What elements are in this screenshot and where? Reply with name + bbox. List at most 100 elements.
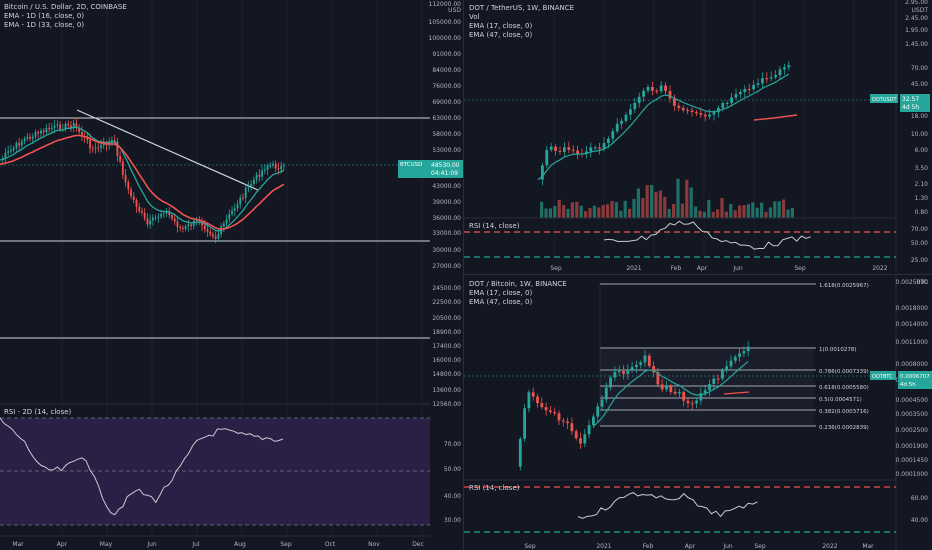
dotusdt-volume-bar	[553, 205, 557, 218]
btc-candle	[70, 125, 72, 129]
dotusdt-volume-bar	[755, 207, 759, 218]
dotusdt-volume-bar	[588, 208, 592, 218]
dotbtc-candle	[566, 421, 569, 424]
dotbtc-chart-pane[interactable]: BTC 0.0025000 0.0018000 0.0014000 0.0011000 0…	[464, 274, 932, 550]
btc-candle	[198, 219, 201, 223]
btc-candle	[212, 234, 214, 237]
dotusdt-volume-bar	[610, 200, 614, 218]
dotbtc-candle	[708, 384, 711, 391]
dotusdt-candle	[633, 102, 637, 110]
dotusdt-candle	[558, 150, 562, 152]
dotbtc-x-label: 2021	[596, 543, 611, 550]
dotbtc-x-label: Apr	[685, 543, 696, 550]
dotusdt-candle	[589, 147, 593, 152]
btc-tag-price: 48530.00	[431, 162, 460, 169]
btc-price-label: 100000.00	[429, 35, 461, 42]
btc-candle	[184, 226, 187, 229]
btc-price-label: USD	[448, 7, 461, 14]
dotbtc-candle	[617, 371, 621, 373]
btc-candle	[67, 123, 70, 126]
btc-price-label: 91000.00	[432, 51, 461, 58]
btc-candle	[209, 231, 212, 235]
dotbtc-rsi-label: 60.00	[911, 495, 928, 502]
btc-candle	[12, 148, 15, 151]
btc-candle	[255, 174, 258, 180]
dotusdt-volume-bar	[751, 202, 755, 218]
btc-chart-pane[interactable]: BTCUSD Mar Apr May Jun Jul Aug Sep Oct Nov Dec Bit…	[0, 0, 430, 550]
dotusdt-price-label: 70.00	[911, 65, 928, 72]
dotbtc-candle	[682, 392, 686, 401]
dotusdt-x-label: 2022	[872, 265, 887, 272]
dotusdt-candle	[611, 131, 615, 139]
dotusdt-volume-bar	[575, 201, 579, 218]
dotusdt-volume-bar	[584, 211, 588, 218]
btc-legend-ema33: EMA - 1D (33, close, 0)	[4, 21, 85, 29]
pane-divider[interactable]	[463, 0, 464, 550]
btc-candle	[121, 161, 124, 175]
btc-candle	[130, 189, 132, 197]
btc-candle	[48, 127, 51, 130]
btc-price-label: 36000.00	[432, 215, 461, 222]
btc-candle	[236, 204, 239, 209]
dotusdt-candle	[598, 147, 601, 149]
dotusdt-volume-bar	[606, 204, 610, 218]
btc-candle	[274, 163, 277, 169]
btc-candle	[119, 156, 122, 162]
btc-tag-time: 04:41:09	[431, 170, 458, 177]
dotusdt-price-label: 45.00	[911, 81, 928, 88]
dotusdt-candle	[725, 103, 729, 105]
btc-price-label: 53000.00	[432, 147, 461, 154]
dotusdt-volume-bar	[654, 191, 658, 218]
dotusdt-candle	[756, 83, 760, 85]
btc-price-label: 76000.00	[432, 83, 461, 90]
btc-candle	[190, 224, 192, 226]
dotbtc-candle	[609, 377, 612, 388]
dotbtc-candle	[579, 438, 582, 444]
dotbtc-candle	[630, 367, 634, 370]
btc-x-label: Apr	[57, 541, 68, 548]
dotusdt-candle	[739, 92, 742, 95]
dotbtc-legend: DOT / Bitcoin, 1W, BINANCE EMA (17, clos…	[469, 280, 567, 307]
dotusdt-chart-pane[interactable]: USDT 2.95.00 2.45.00 1.95.00 1.45.00 70.00 45.…	[464, 0, 932, 272]
dotusdt-candle	[554, 146, 557, 151]
dotbtc-candle	[613, 371, 617, 378]
dotusdt-volume-bar	[764, 211, 768, 218]
btc-rsi-label: 30.00	[444, 517, 461, 524]
dotbtc-price-label: 0.0001000	[896, 471, 929, 478]
dotusdt-candle	[730, 97, 733, 104]
dotusdt-price-label: 1.95.00	[905, 27, 928, 34]
btc-trendline[interactable]	[76, 109, 259, 191]
btc-candle	[111, 139, 113, 142]
dotbtc-candle	[652, 365, 655, 373]
dotusdt-volume-bar	[746, 204, 750, 218]
dotbtc-candle	[647, 355, 651, 366]
btc-chart-canvas[interactable]: BTCUSD Mar Apr May Jun Jul Aug Sep Oct Nov Dec	[0, 0, 430, 550]
dotbtc-fib-label: 0.5(0.0004571)	[819, 397, 862, 403]
btc-candle	[132, 196, 135, 200]
dotusdt-legend: DOT / TetherUS, 1W, BINANCE Vol EMA (17,…	[469, 4, 574, 40]
btc-candle	[165, 211, 168, 214]
btc-candle	[56, 124, 59, 126]
dotusdt-volume-bar	[724, 211, 728, 218]
dotusdt-x-label: Apr	[697, 265, 708, 272]
dotusdt-volume-bar	[777, 201, 781, 218]
dotusdt-candle	[615, 123, 619, 132]
dotusdt-candle	[563, 147, 566, 152]
dotusdt-candle	[624, 114, 628, 121]
btc-candle	[59, 124, 61, 130]
dotbtc-candle	[549, 410, 552, 412]
dotbtc-x-label: Mar	[862, 543, 874, 550]
dotusdt-price-label: 3.50	[915, 165, 929, 172]
btc-candle	[40, 130, 42, 134]
dotusdt-volume-bar	[632, 198, 636, 218]
dotusdt-rsi-line	[603, 220, 811, 250]
btc-legend-symbol: Bitcoin / U.S. Dollar, 2D, COINBASE	[4, 3, 127, 11]
btc-price-label: 84000.00	[432, 67, 461, 74]
dotbtc-fib-label: 1.618(0.0025967)	[819, 283, 869, 289]
dotbtc-price-label: 0.0003500	[896, 411, 929, 418]
dotbtc-candle	[570, 423, 574, 432]
dotusdt-tag-price-box	[900, 94, 930, 112]
